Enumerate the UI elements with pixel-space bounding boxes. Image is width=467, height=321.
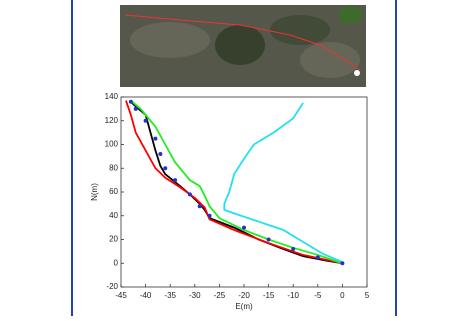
y-tick-label: 140 — [105, 92, 119, 101]
x-tick-label: -20 — [238, 291, 250, 300]
x-tick-label: -40 — [140, 291, 152, 300]
trajectory-line — [223, 102, 343, 263]
trajectory-marker — [291, 247, 296, 251]
trajectory-line — [130, 99, 343, 265]
trajectory-marker — [197, 204, 202, 209]
trajectory-marker — [133, 106, 138, 111]
trajectory-marker — [340, 261, 345, 266]
trajectory-marker — [187, 192, 192, 197]
trajectory-marker — [315, 255, 320, 260]
trajectory-marker — [207, 213, 212, 218]
x-tick-label: -5 — [314, 291, 322, 300]
trajectory-line — [125, 100, 343, 265]
y-tick-label: 20 — [109, 235, 118, 244]
aerial-image — [120, 5, 366, 87]
y-tick-label: 100 — [105, 140, 119, 149]
trajectory-marker — [143, 118, 148, 123]
x-tick-label: 5 — [365, 291, 370, 300]
trajectory-marker — [173, 178, 178, 183]
x-tick-label: -35 — [164, 291, 176, 300]
trajectory-marker — [163, 166, 168, 171]
x-tick-label: -45 — [115, 291, 127, 300]
x-tick-label: -15 — [263, 291, 275, 300]
trajectory-marker — [242, 225, 246, 230]
y-tick-label: 40 — [109, 211, 118, 220]
y-tick-label: -20 — [106, 282, 118, 291]
trajectory-marker — [128, 99, 133, 104]
trajectory-marker — [153, 136, 158, 141]
trajectory-marker — [266, 237, 271, 242]
x-tick-label: -25 — [214, 291, 226, 300]
y-tick-label: 120 — [105, 116, 119, 125]
x-axis-label: E(m) — [235, 302, 253, 311]
trajectory-marker — [158, 152, 163, 156]
y-tick-label: 80 — [109, 163, 118, 172]
x-tick-label: 0 — [340, 291, 345, 300]
y-tick-label: 60 — [109, 187, 118, 196]
x-tick-label: -30 — [189, 291, 201, 300]
y-tick-label: 0 — [114, 258, 119, 267]
x-tick-label: -10 — [287, 291, 299, 300]
y-axis-label: N(m) — [90, 183, 99, 201]
plot-area — [120, 96, 368, 288]
